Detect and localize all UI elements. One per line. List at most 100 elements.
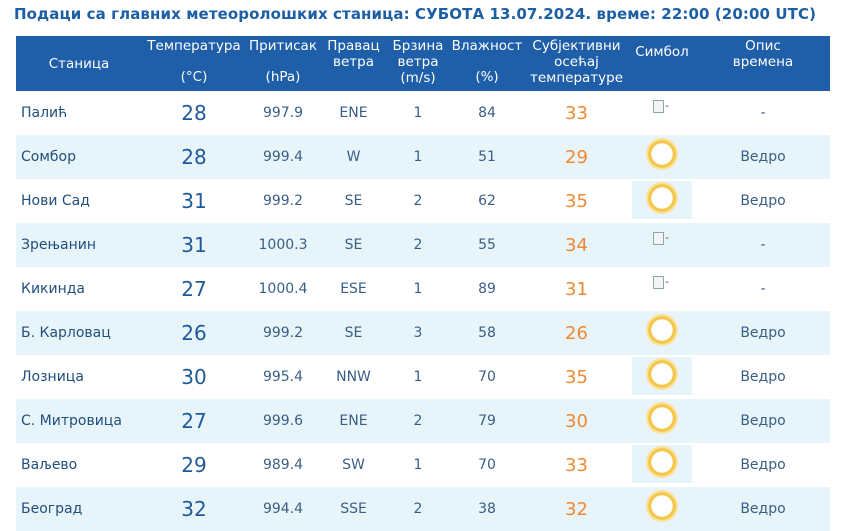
table-row: Београд 32 994.4 SSE 2 38 32 Ведро xyxy=(16,487,830,531)
header-symbol: Симбол xyxy=(628,36,696,91)
symbol-box xyxy=(632,181,692,219)
wind-direction-value: SSE xyxy=(320,487,387,531)
station-name: Београд xyxy=(16,487,142,531)
header-wind-speed-l2: ветра xyxy=(397,54,439,70)
table-body: Палић 28 997.9 ENE 1 84 33- - Сомбор 28 999.4 W 1 51 2… xyxy=(16,91,830,531)
table-row: С. Митровица 27 999.6 ENE 2 79 30 Ведро xyxy=(16,399,830,443)
header-humidity-unit: (%) xyxy=(475,69,499,85)
wind-speed-value: 2 xyxy=(387,399,449,443)
header-wind-speed: Брзина ветра (m/s) xyxy=(387,36,449,91)
humidity-value: 62 xyxy=(478,193,496,209)
weather-description: Ведро xyxy=(740,369,786,385)
symbol-cell xyxy=(628,355,696,399)
weather-description: - xyxy=(696,223,830,267)
header-temperature-unit: (°C) xyxy=(180,69,208,85)
header-wind-speed-l1: Брзина xyxy=(392,38,444,54)
wind-speed-value: 2 xyxy=(387,487,449,531)
symbol-cell: - xyxy=(628,267,696,311)
header-feels-like-l1: Субјективни xyxy=(532,38,621,54)
humidity-value: 38 xyxy=(449,487,525,531)
symbol-box xyxy=(632,137,692,175)
pressure-value: 999.6 xyxy=(246,399,320,443)
header-pressure: Притисак (hPa) xyxy=(246,36,320,91)
header-feels-like-l3: температуре xyxy=(529,70,624,86)
feels-like-value: 30 xyxy=(525,399,628,443)
symbol-box xyxy=(632,489,692,527)
wind-direction-value: W xyxy=(320,135,387,179)
symbol-cell xyxy=(628,179,696,223)
table-header: Станица Температура (°C) Притисак (hPa) Пр… xyxy=(16,36,830,91)
weather-description: Ведро xyxy=(696,311,830,355)
symbol-box: - xyxy=(632,93,692,131)
weather-description: - xyxy=(760,281,766,297)
symbol-cell xyxy=(628,399,696,443)
humidity-value: 79 xyxy=(449,399,525,443)
pressure-value: 999.2 xyxy=(246,311,320,355)
humidity-value: 70 xyxy=(478,369,496,385)
table-row: Зрењанин 31 1000.3 SE 2 55 34 - - xyxy=(16,223,830,267)
broken-image-icon: - xyxy=(653,99,669,113)
temperature-value: 27 xyxy=(142,399,246,443)
wind-direction-value: SE xyxy=(344,193,363,209)
wind-direction-value: ENE xyxy=(320,399,387,443)
page-title: Подаци са главних метеоролошких станица:… xyxy=(14,5,817,23)
wind-speed-value: 3 xyxy=(387,311,449,355)
humidity-value: 70 xyxy=(478,457,496,473)
table-row: Кикинда 27 1000.4 ESE 1 89 31 - - xyxy=(16,267,830,311)
temperature-value: 28 xyxy=(181,101,207,125)
wind-speed-value: 1 xyxy=(413,105,423,121)
temperature-value: 28 xyxy=(142,135,246,179)
feels-like-value: 35 xyxy=(565,366,588,388)
header-wind-direction-l2: ветра xyxy=(333,54,374,70)
broken-image-icon: - xyxy=(653,275,669,289)
pressure-value: 1000.3 xyxy=(246,223,320,267)
humidity-value: 55 xyxy=(449,223,525,267)
pressure-value: 1000.4 xyxy=(258,281,308,297)
symbol-box xyxy=(632,313,692,351)
station-name: Палић xyxy=(21,105,68,121)
wind-speed-value: 1 xyxy=(387,135,449,179)
header-wind-speed-unit: (m/s) xyxy=(400,70,436,86)
table-row: Палић 28 997.9 ENE 1 84 33 - - xyxy=(16,91,830,135)
wind-direction-value: SE xyxy=(320,311,387,355)
symbol-box xyxy=(632,357,692,395)
pressure-value: 999.4 xyxy=(246,135,320,179)
pressure-value: 989.4 xyxy=(262,457,304,473)
feels-like-value: 34 xyxy=(525,223,628,267)
broken-image-frame xyxy=(653,99,664,113)
symbol-cell: - xyxy=(628,91,696,135)
table-row: Лозница 30 995.4 NNW 1 70 35 Ведро xyxy=(16,355,830,399)
station-name: С. Митровица xyxy=(16,399,142,443)
weather-description: - xyxy=(760,105,766,121)
symbol-cell xyxy=(628,135,696,179)
temperature-value: 31 xyxy=(181,189,207,213)
wind-speed-value: 1 xyxy=(413,457,423,473)
humidity-value: 51 xyxy=(449,135,525,179)
wind-speed-value: 2 xyxy=(387,223,449,267)
header-feels-like: Субјективни осећај температуре xyxy=(525,36,628,91)
header-wind-direction: Правац ветра xyxy=(320,36,387,91)
wind-direction-value: NNW xyxy=(336,369,371,385)
station-name: Зрењанин xyxy=(16,223,142,267)
broken-image-alt: - xyxy=(665,99,669,112)
table-row: Сомбор 28 999.4 W 1 51 29 Ведро xyxy=(16,135,830,179)
symbol-cell xyxy=(628,311,696,355)
table-row: Нови Сад 31 999.2 SE 2 62 35 Ведро xyxy=(16,179,830,223)
header-feels-like-l2: осећај xyxy=(554,54,599,70)
weather-description: Ведро xyxy=(740,193,786,209)
header-wind-direction-l1: Правац xyxy=(327,38,380,54)
feels-like-value: 31 xyxy=(565,278,588,300)
pressure-value: 999.2 xyxy=(262,193,304,209)
feels-like-value: 33 xyxy=(565,454,588,476)
wind-speed-value: 1 xyxy=(413,281,423,297)
humidity-value: 58 xyxy=(449,311,525,355)
symbol-box xyxy=(632,401,692,439)
broken-image-alt: - xyxy=(665,275,669,288)
header-symbol-label: Симбол xyxy=(635,44,689,60)
broken-image-frame xyxy=(653,231,664,245)
wind-direction-value: SE xyxy=(320,223,387,267)
station-name: Ваљево xyxy=(21,457,78,473)
temperature-value: 31 xyxy=(142,223,246,267)
feels-like-value: 32 xyxy=(525,487,628,531)
symbol-box xyxy=(632,445,692,483)
